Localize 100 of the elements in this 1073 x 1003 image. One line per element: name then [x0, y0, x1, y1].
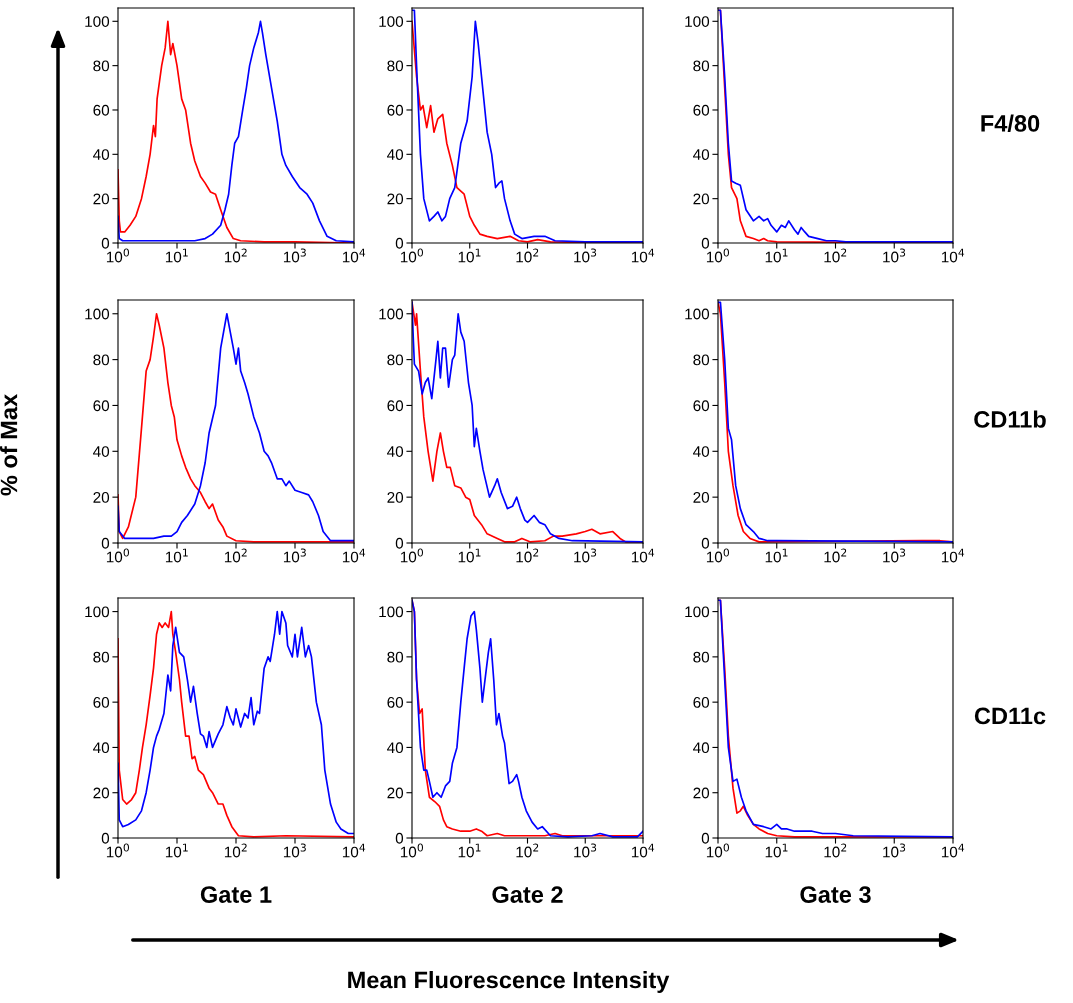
x-tick-label: 10$^{4}$: [631, 548, 655, 563]
text: F4/80: [981, 114, 1040, 133]
x-tick-label: 10$^{0}$: [706, 548, 730, 563]
x-tick-label: 10$^{0}$: [706, 248, 730, 263]
x-tick-label: 10$^{1}$: [765, 843, 788, 858]
y-tick-label: 20: [693, 492, 710, 503]
y-tick-label: 20: [387, 193, 404, 205]
x-axis-title: Gate 2: [492, 886, 563, 903]
y-tick-label: 100: [85, 16, 110, 27]
y-tick-label: 100: [379, 308, 404, 320]
y-tick-label: 20: [387, 787, 404, 799]
y-tick-label: 40: [693, 149, 710, 161]
x-tick-label: 10$^{1}$: [165, 843, 188, 858]
y-tick-label: 0: [395, 832, 404, 844]
y-tick-label: 40: [93, 446, 110, 457]
y-tick-label: 80: [693, 651, 710, 663]
x-tick-label: 10$^{3}$: [283, 248, 306, 263]
x-tick-label: 10$^{2}$: [824, 548, 847, 563]
x-tick-label: 10$^{1}$: [165, 248, 188, 263]
x-tick-label: 10$^{2}$: [224, 548, 247, 563]
y-tick-label: 80: [93, 60, 110, 72]
x-tick-label: 10$^{1}$: [458, 248, 481, 263]
y-tick-label: 60: [93, 104, 110, 116]
y-tick-label: 100: [685, 606, 710, 618]
y-tick-label: 60: [693, 400, 710, 412]
x-tick-label: 10$^{0}$: [400, 548, 424, 563]
y-tick-label: 40: [387, 149, 404, 161]
y-tick-label: 60: [693, 697, 710, 708]
x-tick-label: 10$^{1}$: [765, 248, 788, 263]
x-tick-label: 10$^{2}$: [516, 248, 539, 263]
y-tick-label: 60: [387, 697, 404, 708]
y-tick-label: 100: [379, 606, 404, 618]
x-tick-label: 10$^{3}$: [283, 548, 306, 563]
y-tick-label: 100: [685, 308, 710, 320]
y-tick-label: 100: [85, 606, 110, 618]
x-tick-label: 10$^{3}$: [574, 548, 597, 563]
x-tick-label: 10$^{2}$: [516, 843, 539, 858]
y-tick-label: 40: [387, 446, 404, 457]
y-tick-label: 60: [693, 104, 710, 116]
y-tick-label: 20: [693, 787, 710, 799]
x-tick-label: 10$^{1}$: [165, 548, 188, 563]
x-tick-label: 10$^{3}$: [883, 843, 906, 858]
y-tick-label: 100: [379, 16, 404, 27]
x-tick-label: 10$^{4}$: [631, 248, 655, 263]
y-tick-label: 0: [701, 537, 710, 549]
y-tick-label: 80: [693, 354, 710, 366]
y-tick-label: 100: [685, 16, 710, 27]
x-tick-label: 10$^{0}$: [106, 843, 130, 858]
y-tick-label: 0: [101, 832, 110, 844]
y-tick-label: 20: [93, 492, 110, 503]
x-tick-label: 10$^{2}$: [224, 843, 247, 858]
y-tick-label: 0: [395, 537, 404, 549]
y-tick-label: 80: [387, 354, 404, 366]
x-axis-title: Gate 3: [800, 886, 871, 903]
y-tick-label: 40: [387, 742, 404, 754]
x-tick-label: 10$^{4}$: [941, 248, 965, 263]
y-tick-label: 0: [701, 237, 710, 249]
y-tick-label: 60: [387, 400, 404, 412]
y-tick-label: 20: [387, 492, 404, 503]
x-tick-label: 10$^{4}$: [631, 843, 655, 858]
x-tick-label: 10$^{4}$: [342, 548, 366, 563]
y-tick-label: 0: [101, 237, 110, 249]
y-tick-label: 20: [93, 193, 110, 205]
y-tick-label: 60: [93, 697, 110, 708]
y-tick-label: 80: [693, 60, 710, 72]
x-tick-label: 10$^{0}$: [400, 843, 424, 858]
x-tick-label: 10$^{4}$: [941, 548, 965, 563]
x-tick-label: 10$^{3}$: [883, 548, 906, 563]
x-tick-label: 10$^{4}$: [342, 248, 366, 263]
x-tick-label: 10$^{3}$: [283, 843, 306, 858]
x-tick-label: 10$^{0}$: [106, 548, 130, 563]
text: CD11b: [974, 410, 1046, 428]
y-tick-label: 40: [693, 742, 710, 754]
y-tick-label: 20: [93, 787, 110, 799]
y-tick-label: 60: [387, 104, 404, 116]
x-tick-label: 10$^{1}$: [458, 548, 481, 563]
text: Mean Fluorescence Intensity: [348, 970, 670, 994]
y-tick-label: 20: [693, 193, 710, 205]
y-tick-label: 80: [93, 354, 110, 366]
y-tick-label: 80: [387, 60, 404, 72]
x-tick-label: 10$^{4}$: [941, 843, 965, 858]
x-tick-label: 10$^{3}$: [574, 843, 597, 858]
y-tick-label: 100: [85, 308, 110, 320]
y-tick-label: 80: [93, 651, 110, 663]
x-tick-label: 10$^{2}$: [824, 248, 847, 263]
y-tick-label: 60: [93, 400, 110, 412]
y-tick-label: 80: [387, 651, 404, 663]
y-tick-label: 40: [693, 446, 710, 457]
y-tick-label: 0: [701, 832, 710, 844]
x-tick-label: 10$^{1}$: [458, 843, 481, 858]
x-tick-label: 10$^{2}$: [224, 248, 247, 263]
x-tick-label: 10$^{0}$: [106, 248, 130, 263]
x-tick-label: 10$^{0}$: [400, 248, 424, 263]
x-tick-label: 10$^{4}$: [342, 843, 366, 858]
x-tick-label: 10$^{1}$: [765, 548, 788, 563]
y-tick-label: 0: [101, 537, 110, 549]
x-tick-label: 10$^{3}$: [574, 248, 597, 263]
y-axis-title: % of Max: [0, 394, 18, 496]
y-tick-label: 40: [93, 742, 110, 754]
x-axis-title: Gate 1: [200, 886, 272, 903]
